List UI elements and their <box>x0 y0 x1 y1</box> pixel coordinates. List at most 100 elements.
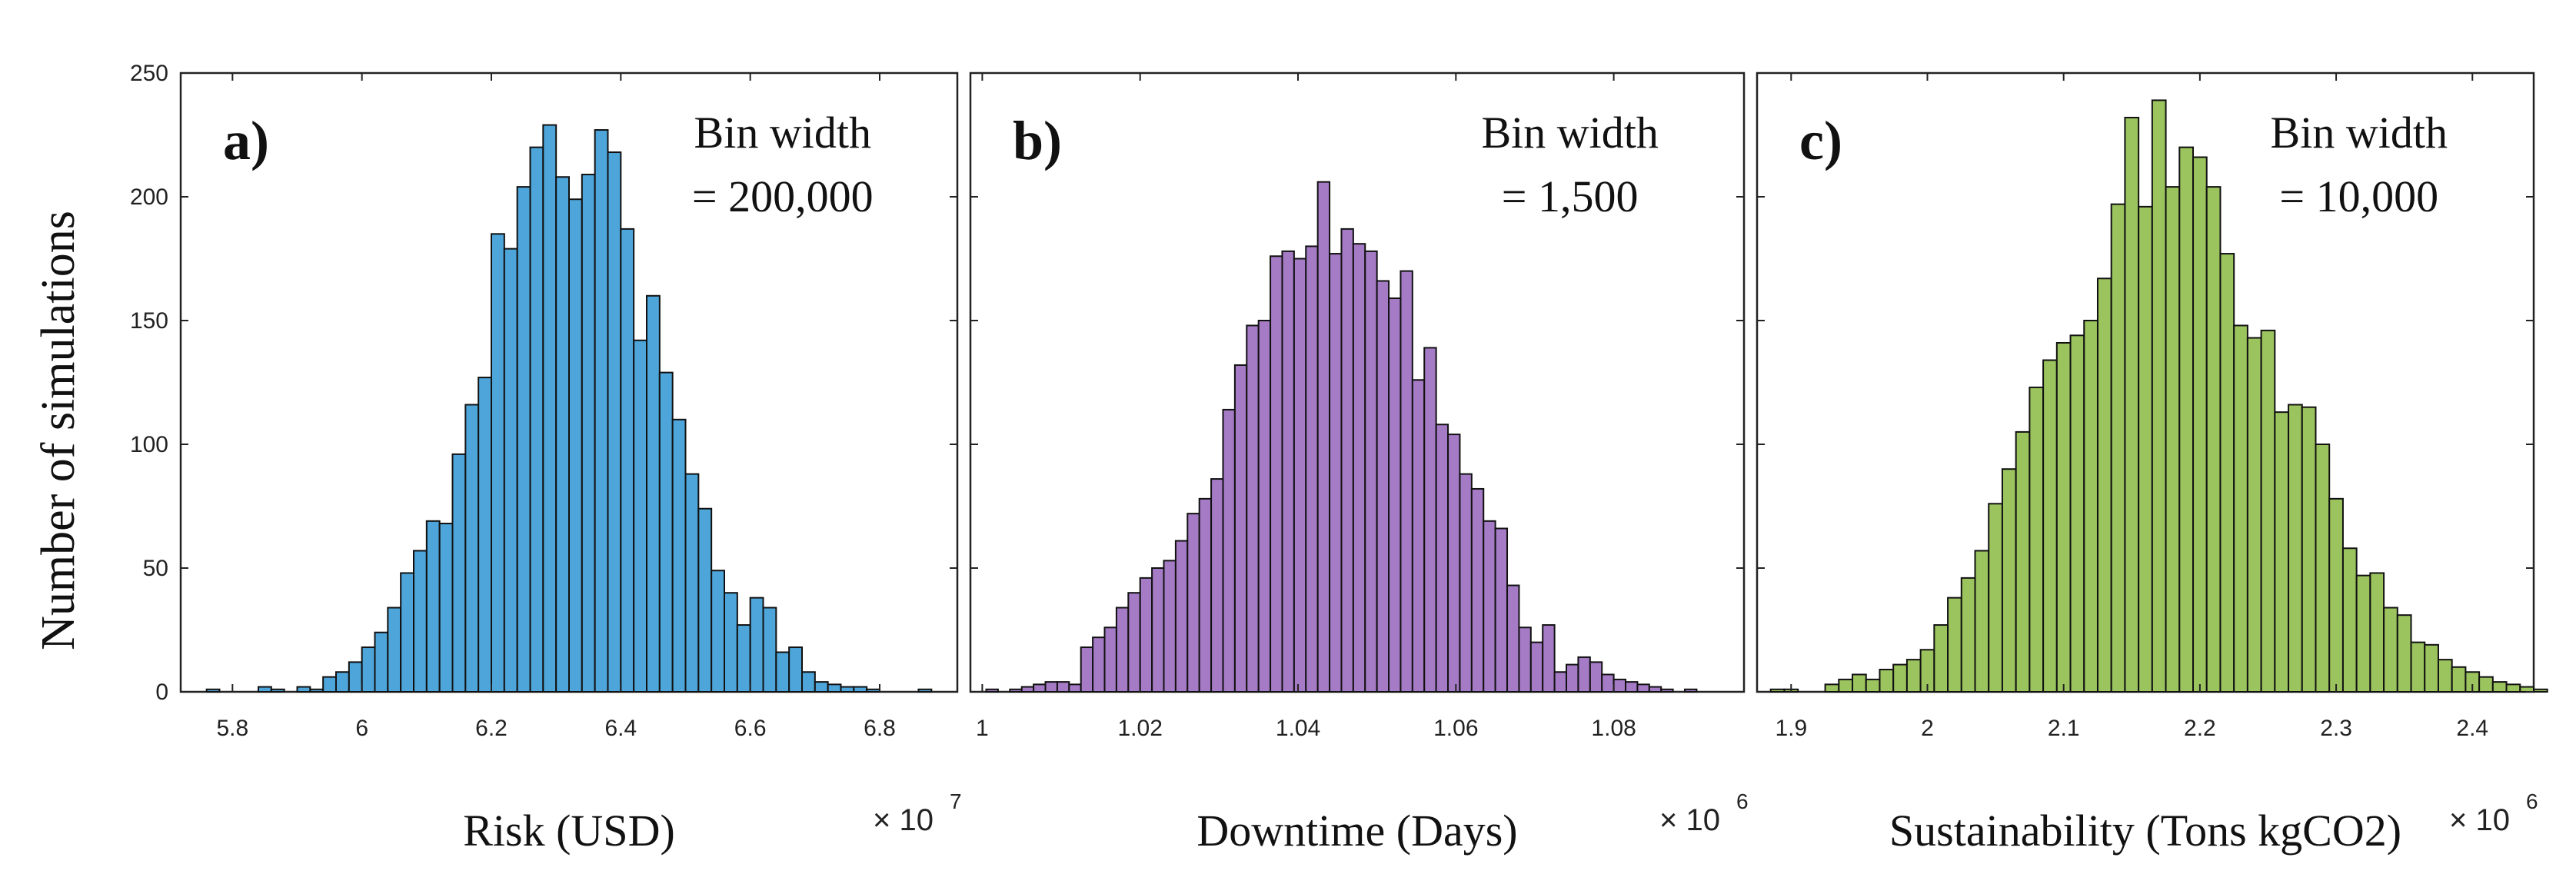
histogram-bar <box>2533 688 2548 693</box>
histogram-bar <box>2274 411 2290 693</box>
histogram-bar <box>1892 663 1908 693</box>
histogram-bar <box>2178 146 2195 693</box>
y-axis-label: Number of simulations <box>32 211 85 650</box>
histogram-bar <box>1151 567 1165 693</box>
histogram-bar <box>1388 297 1402 693</box>
histogram-bar <box>724 592 738 693</box>
histogram-bar <box>2165 186 2181 693</box>
histogram-bar <box>1459 473 1473 693</box>
histogram-bar <box>1068 683 1082 693</box>
histogram-bar <box>2001 468 2017 693</box>
histogram-bar <box>2029 386 2045 693</box>
y-tick-label: 150 <box>130 308 168 334</box>
histogram-bar <box>1494 527 1509 693</box>
histogram-bar <box>1601 673 1615 693</box>
histogram-bar <box>2015 430 2031 693</box>
x-tick-label: 5.8 <box>216 716 248 741</box>
panel-label: a) <box>223 110 269 171</box>
y-tick-label: 100 <box>130 432 168 457</box>
histogram-bar <box>2410 641 2426 693</box>
x-tick-label: 1.04 <box>1276 716 1320 741</box>
histogram-bar <box>1020 686 1035 693</box>
histogram-bar <box>374 631 389 693</box>
histogram-bar <box>1198 497 1213 693</box>
histogram-bar <box>1947 597 1962 693</box>
histogram-bar <box>1566 663 1579 693</box>
x-axis-label: Sustainability (Tons kgCO2) <box>1889 806 2401 856</box>
histogram-bar <box>2315 444 2331 693</box>
histogram-bar <box>1879 669 1895 693</box>
axis-multiplier-exponent: 6 <box>1736 789 1749 813</box>
histogram-bar <box>1988 503 2003 693</box>
histogram-bar <box>2301 406 2317 693</box>
histogram-bar <box>451 453 467 693</box>
histogram-bar <box>594 129 609 693</box>
x-tick-label: 2.3 <box>2320 716 2352 741</box>
histogram-bar <box>1092 636 1106 693</box>
panel-label: b) <box>1013 110 1062 171</box>
bin-width-value: = 200,000 <box>692 171 874 221</box>
histogram-bar <box>1009 688 1023 693</box>
x-tick-label: 2 <box>1921 716 1934 741</box>
axis-multiplier-exponent: 7 <box>950 789 962 813</box>
histogram-bar <box>2083 320 2098 693</box>
histogram-bar <box>529 146 544 693</box>
axis-multiplier: × 10 <box>1659 803 1720 837</box>
histogram-bar <box>1589 661 1603 693</box>
histogram-bar <box>2124 116 2140 693</box>
histogram-bar <box>1376 280 1390 693</box>
histogram-bar <box>814 681 829 693</box>
histogram-bar <box>425 520 441 693</box>
histogram-bar <box>840 686 855 693</box>
histogram-bar <box>205 688 221 693</box>
histogram-bar <box>309 688 324 693</box>
histogram-bar <box>1080 646 1094 693</box>
x-tick-label: 1.9 <box>1775 716 1807 741</box>
histogram-bar <box>1163 560 1177 693</box>
x-axis-label: Downtime (Days) <box>1196 806 1517 856</box>
histogram-bar <box>387 607 402 693</box>
histogram-bar <box>684 473 700 693</box>
histogram-bar <box>1329 253 1343 693</box>
histogram-bar <box>1838 678 1854 693</box>
histogram-bar <box>542 124 557 693</box>
x-tick-label: 6 <box>355 716 368 741</box>
histogram-bar <box>1352 243 1366 693</box>
histogram-bar <box>2451 666 2467 693</box>
panel-c: 1.9 2 2.1 2.2 2.3 2.4 c) Bin width = 10,000 Susta… <box>1756 71 2548 856</box>
histogram-bar <box>2260 329 2276 693</box>
histogram-bar <box>1033 683 1047 693</box>
histogram-bar <box>853 686 868 693</box>
histogram-bar <box>2055 341 2072 693</box>
histogram-bar <box>762 607 777 693</box>
histogram-bar <box>985 688 999 693</box>
histogram-bar <box>1625 681 1639 693</box>
histogram-bar <box>258 686 272 693</box>
histogram-bar <box>478 377 493 693</box>
histogram-bar <box>620 228 635 693</box>
panel-label: c) <box>1799 110 1842 171</box>
histogram-bar <box>658 371 674 693</box>
histogram-bars <box>985 181 1698 693</box>
x-tick-label: 1 <box>976 716 989 741</box>
histogram-bar <box>827 683 842 693</box>
histogram-bar <box>2069 334 2085 693</box>
x-tick-label: 1.08 <box>1591 716 1636 741</box>
histogram-bar <box>1852 673 1867 693</box>
histogram-bar <box>2110 203 2126 693</box>
histogram-bar <box>335 671 350 693</box>
histogram-bar <box>1174 540 1189 693</box>
histogram-bar <box>296 686 311 693</box>
histogram-bar <box>1960 577 1976 693</box>
histogram-bar <box>1044 681 1058 693</box>
y-tick-label: 0 <box>155 680 168 705</box>
histogram-bar <box>2219 253 2235 693</box>
histogram-bar <box>1636 683 1650 693</box>
histogram-bar <box>1103 626 1117 693</box>
y-tick-label: 200 <box>130 184 168 210</box>
histogram-bar <box>736 624 751 693</box>
x-tick-label: 6.4 <box>604 716 637 741</box>
histogram-bar <box>1270 255 1283 693</box>
histogram-bar <box>2505 683 2521 693</box>
histogram-bar <box>1542 624 1556 693</box>
